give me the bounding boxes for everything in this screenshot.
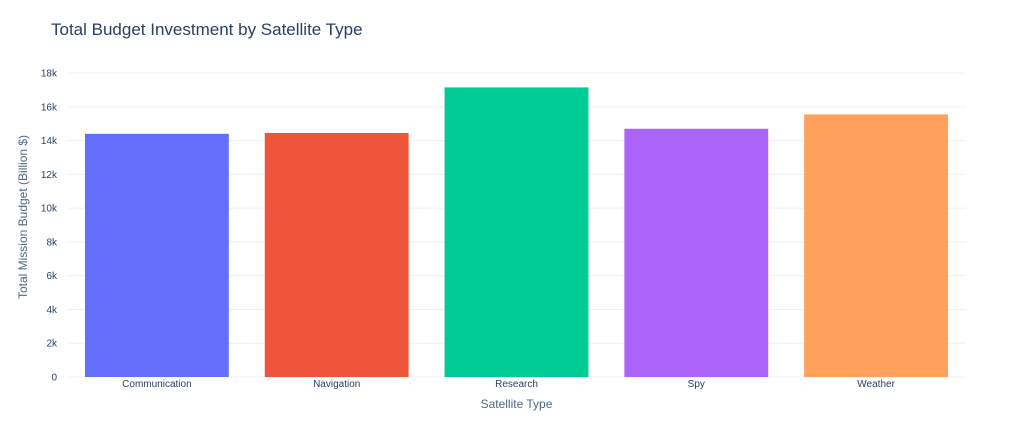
y-tick-label: 12k	[41, 170, 58, 181]
y-tick-label: 2k	[46, 339, 58, 350]
y-tick-label: 0	[51, 373, 57, 384]
y-tick-label: 10k	[41, 204, 58, 215]
x-tick-label: Weather	[857, 379, 895, 390]
bars	[84, 87, 949, 377]
bar-weather[interactable]	[804, 114, 949, 377]
x-axis-ticks: Communication Navigation Research Spy Weathe…	[122, 379, 895, 390]
x-tick-label: Spy	[688, 379, 705, 390]
x-tick-label: Communication	[122, 379, 191, 390]
bar-communication[interactable]	[84, 133, 229, 377]
x-tick-label: Navigation	[313, 379, 360, 390]
y-tick-label: 6k	[46, 271, 58, 282]
y-tick-label: 14k	[41, 136, 58, 147]
x-tick-label: Research	[495, 379, 538, 390]
x-axis-title: Satellite Type	[481, 397, 553, 411]
bar-navigation[interactable]	[264, 132, 409, 377]
chart-title: Total Budget Investment by Satellite Typ…	[51, 20, 363, 39]
y-tick-label: 18k	[41, 69, 58, 80]
y-axis-ticks: 0 2k 4k 6k 8k 10k 12k 14k 16k 18k	[41, 69, 58, 384]
bar-research[interactable]	[444, 87, 589, 377]
y-tick-label: 16k	[41, 102, 58, 113]
y-tick-label: 8k	[46, 237, 58, 248]
y-tick-label: 4k	[46, 305, 58, 316]
bar-spy[interactable]	[624, 128, 769, 377]
y-axis-title: Total Mission Budget (Billion $)	[16, 135, 30, 299]
